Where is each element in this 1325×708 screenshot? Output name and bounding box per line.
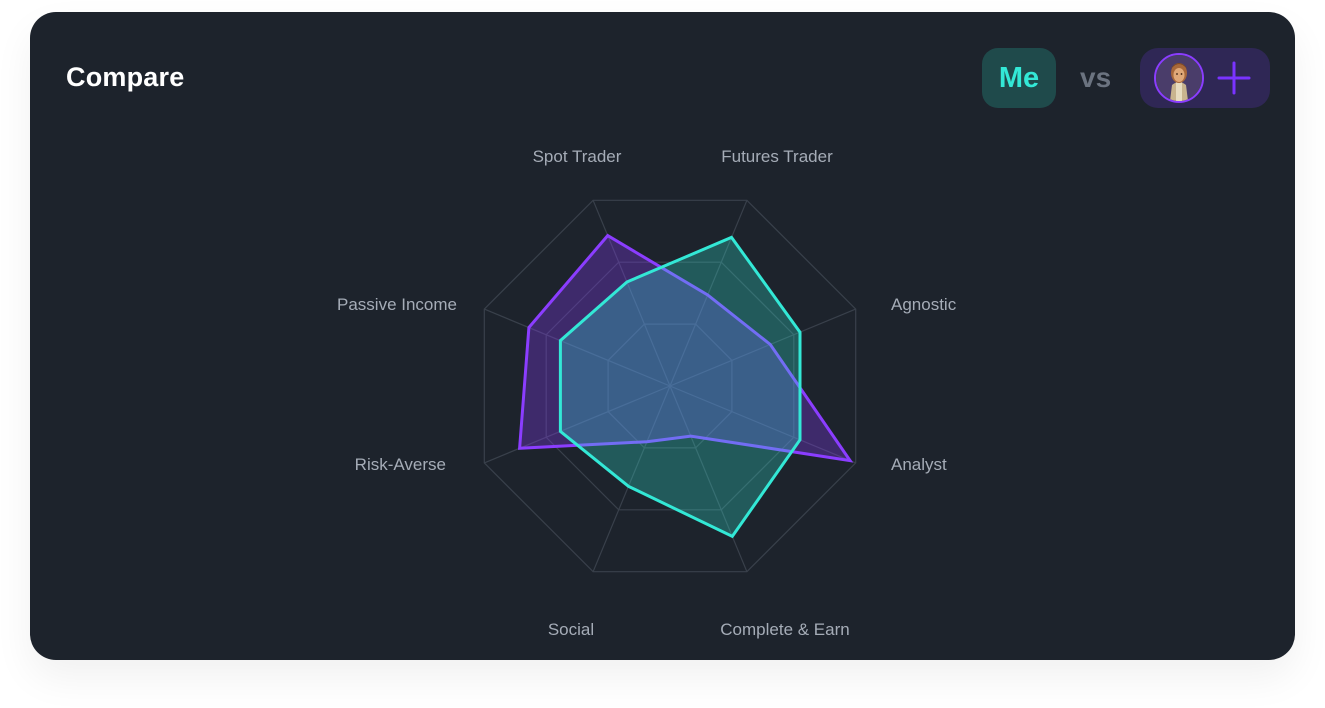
axis-label-2: Agnostic <box>891 295 957 314</box>
axis-label-5: Social <box>548 620 594 639</box>
grid-spoke-1 <box>669 200 748 387</box>
grid-spoke-5 <box>592 385 671 572</box>
page-title: Compare <box>66 62 185 92</box>
plus-icon <box>1217 61 1251 95</box>
series-me-area <box>558 235 802 539</box>
axis-label-0: Spot Trader <box>533 147 622 166</box>
axis-label-6: Risk-Averse <box>355 455 446 474</box>
grid-spoke-4 <box>669 385 748 572</box>
grid-spoke-7 <box>484 308 671 387</box>
axis-label-7: Passive Income <box>337 295 457 314</box>
compare-card: Compare Me vs Spot Trader Future <box>30 12 1295 660</box>
radar-grid <box>483 199 857 573</box>
radar-series <box>517 233 854 539</box>
series-opponent-area <box>517 233 854 463</box>
axis-label-3: Analyst <box>891 455 947 474</box>
axis-label-1: Futures Trader <box>721 147 833 166</box>
grid-spoke-3 <box>669 385 856 464</box>
axis-label-4: Complete & Earn <box>720 620 849 639</box>
grid-spoke-0 <box>592 200 671 387</box>
radar-chart: Spot Trader Futures Trader Agnostic Analyst… <box>337 147 957 639</box>
vs-label: vs <box>1080 62 1112 93</box>
radar-labels: Spot Trader Futures Trader Agnostic Analyst… <box>337 147 957 639</box>
opponent-selector[interactable] <box>1140 48 1270 108</box>
add-compare-button[interactable] <box>1216 60 1252 96</box>
grid-spoke-2 <box>669 308 856 387</box>
grid-spoke-6 <box>484 385 671 464</box>
character-avatar-icon[interactable] <box>1154 53 1204 103</box>
me-button[interactable]: Me <box>982 48 1056 108</box>
